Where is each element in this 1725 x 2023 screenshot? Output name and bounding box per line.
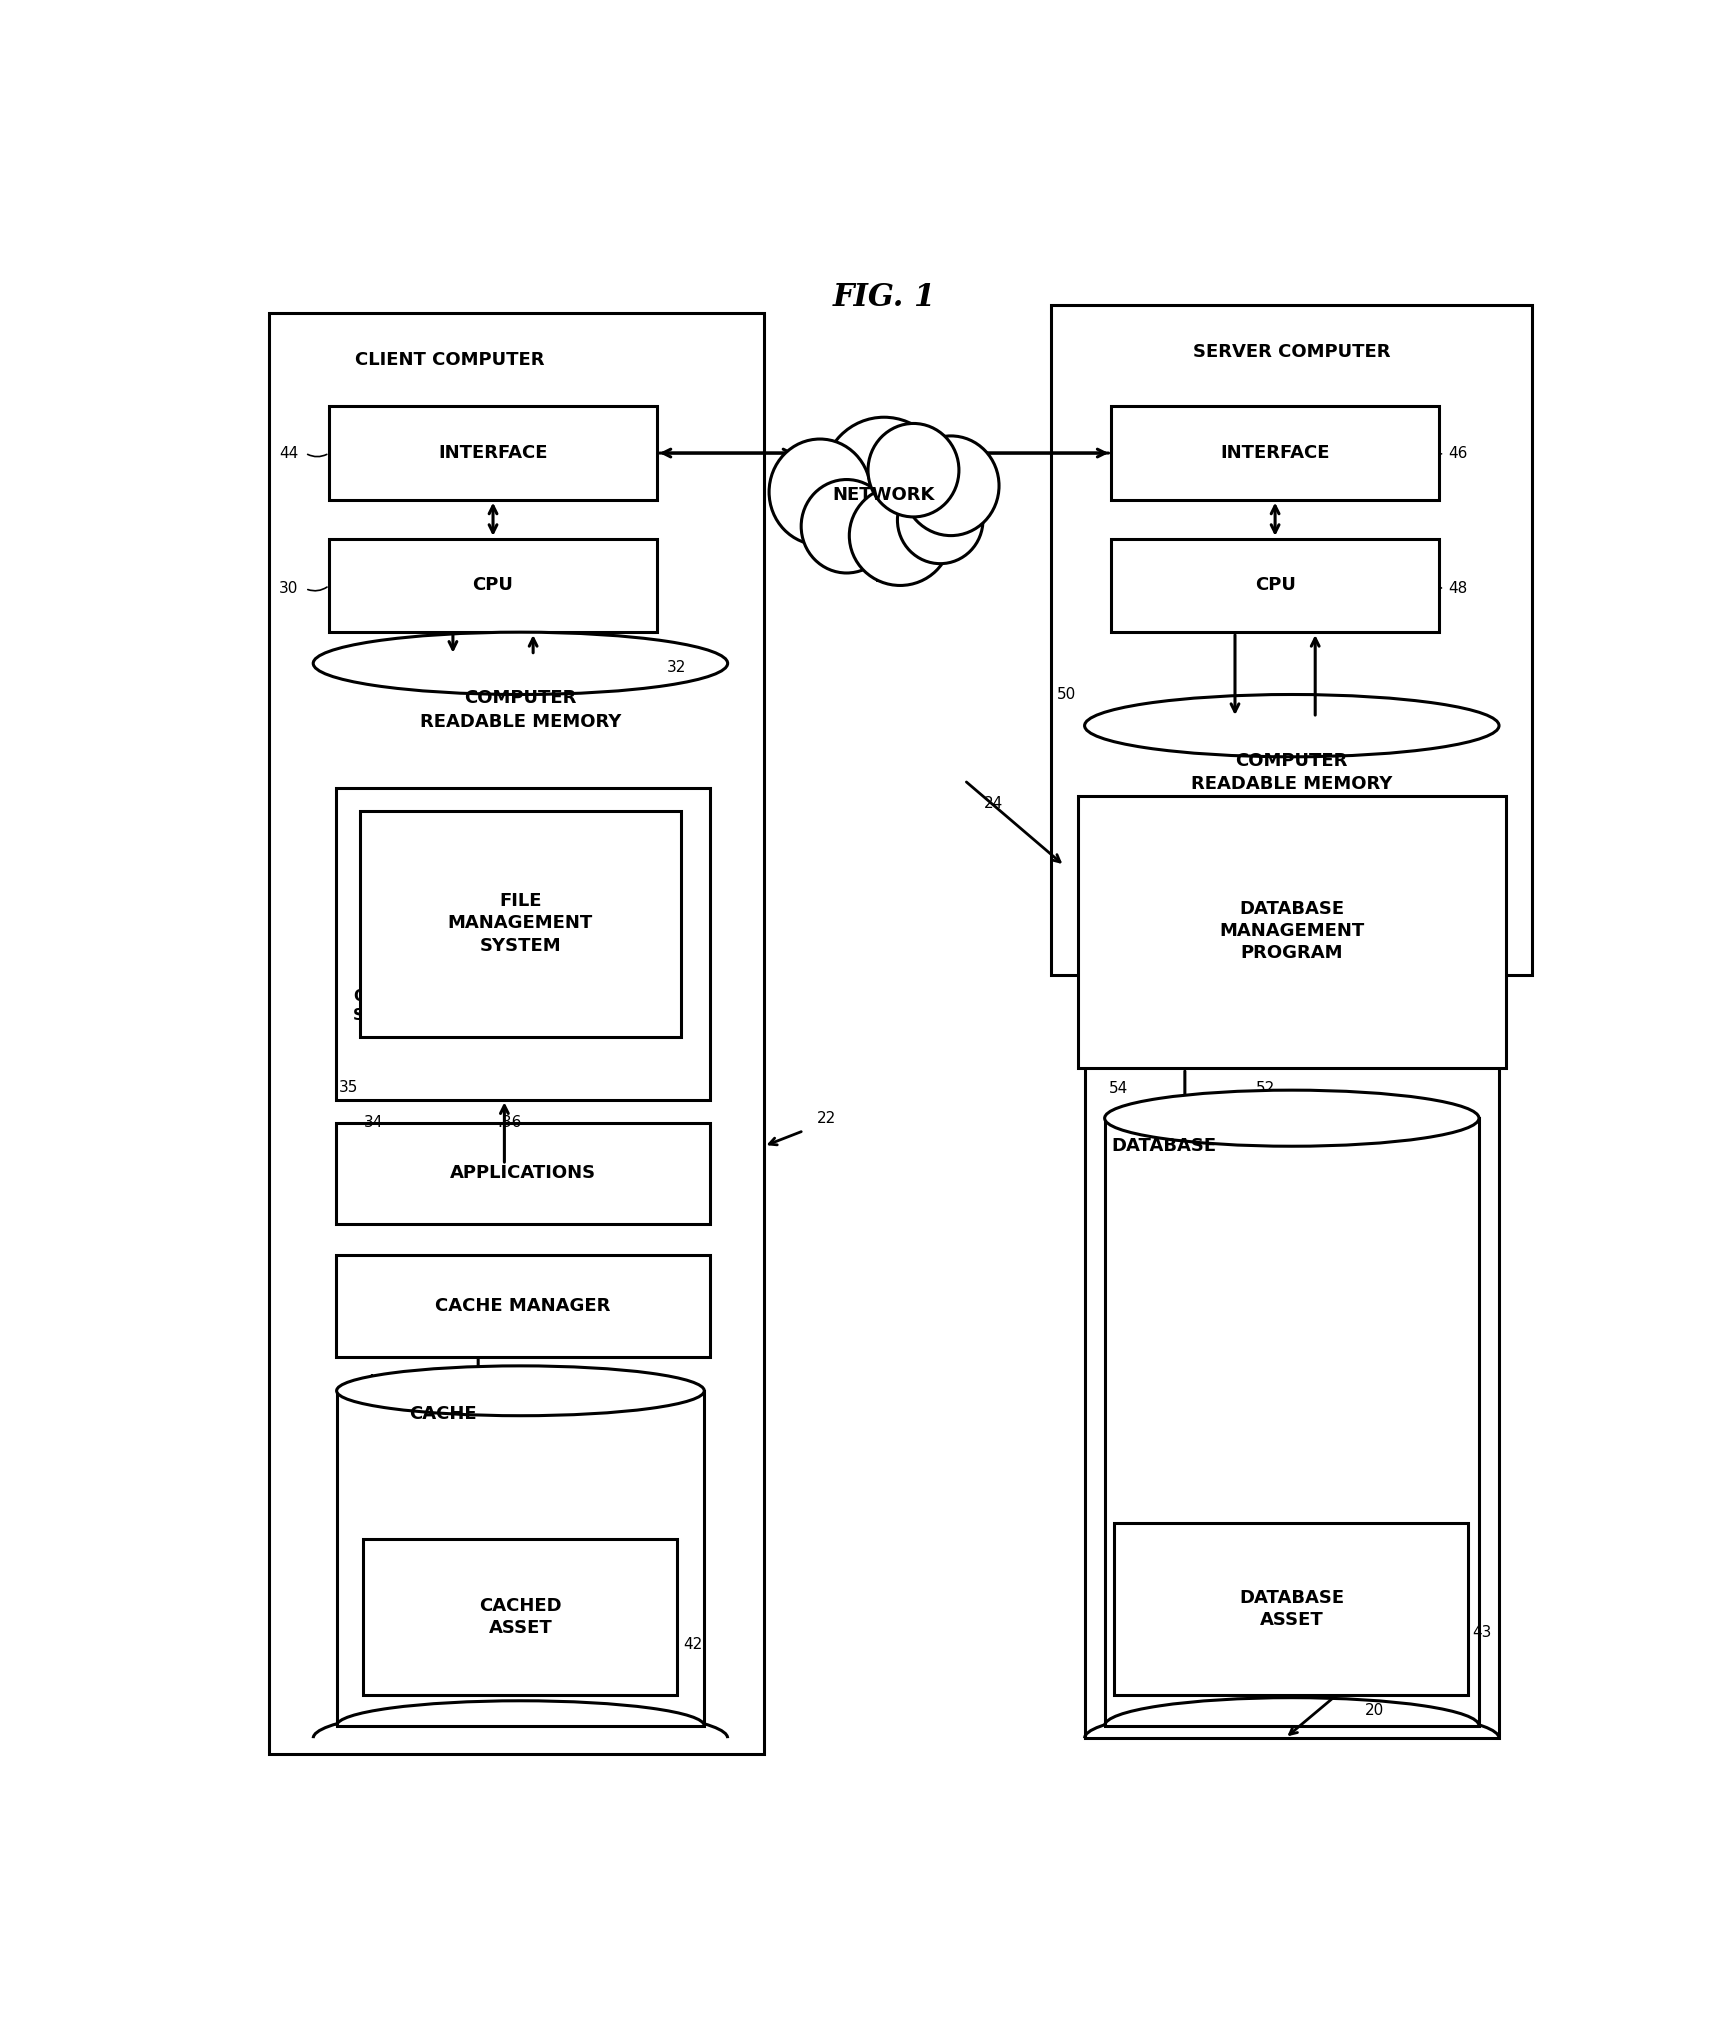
Text: COMPUTER
READABLE MEMORY: COMPUTER READABLE MEMORY [1192, 753, 1392, 793]
Ellipse shape [902, 435, 999, 536]
Bar [361, 811, 681, 1038]
Bar [1104, 1119, 1478, 1726]
Text: CACHED
ASSET: CACHED ASSET [480, 1596, 562, 1637]
Ellipse shape [769, 439, 871, 544]
Text: 26: 26 [875, 570, 894, 585]
Bar [1114, 1523, 1468, 1695]
Text: 35: 35 [338, 1080, 359, 1094]
Ellipse shape [823, 417, 945, 542]
Text: CACHE MANAGER: CACHE MANAGER [435, 1297, 611, 1315]
Text: 32: 32 [668, 659, 687, 676]
Text: INTERFACE: INTERFACE [1220, 445, 1330, 461]
Bar [362, 1540, 676, 1695]
Bar [1111, 538, 1439, 633]
Ellipse shape [800, 479, 892, 573]
Text: 22: 22 [818, 1111, 837, 1125]
Text: FIG. 1: FIG. 1 [833, 281, 935, 314]
Text: DATABASE
ASSET: DATABASE ASSET [1239, 1588, 1344, 1629]
Text: 30: 30 [279, 581, 298, 597]
Text: 34: 34 [364, 1115, 383, 1131]
Text: SERVER COMPUTER: SERVER COMPUTER [1194, 342, 1390, 360]
Text: 20: 20 [1366, 1703, 1385, 1718]
Bar [1051, 305, 1532, 975]
Bar [1111, 407, 1439, 500]
Text: CACHE: CACHE [409, 1406, 478, 1422]
Text: 44: 44 [279, 445, 298, 461]
Text: 48: 48 [1449, 581, 1468, 597]
Bar [269, 314, 764, 1754]
Ellipse shape [1104, 1090, 1478, 1147]
Bar [1078, 795, 1506, 1068]
Text: CPU: CPU [1254, 577, 1295, 595]
Ellipse shape [1085, 694, 1499, 757]
Text: CPU: CPU [473, 577, 514, 595]
Text: 43: 43 [1471, 1624, 1492, 1641]
Text: NETWORK: NETWORK [833, 486, 935, 504]
Text: .38: .38 [497, 1374, 523, 1388]
Bar [329, 407, 657, 500]
Text: COMPUTER
READABLE MEMORY: COMPUTER READABLE MEMORY [419, 690, 621, 730]
Text: 54: 54 [1109, 1080, 1128, 1096]
Text: 50: 50 [1056, 688, 1076, 702]
Bar [314, 664, 728, 1738]
Text: 24: 24 [985, 795, 1004, 811]
Ellipse shape [314, 633, 728, 694]
Bar [336, 1254, 711, 1357]
Bar [336, 1123, 711, 1224]
Text: 52: 52 [1256, 1080, 1275, 1096]
Bar [329, 538, 657, 633]
Text: 46: 46 [1449, 445, 1468, 461]
Bar [336, 789, 711, 1101]
Text: OPERATING
SYSTEM: OPERATING SYSTEM [354, 989, 452, 1024]
Ellipse shape [897, 477, 983, 564]
Text: CLIENT COMPUTER: CLIENT COMPUTER [355, 350, 545, 368]
Text: DATABASE
MANAGEMENT
PROGRAM: DATABASE MANAGEMENT PROGRAM [1220, 900, 1364, 963]
Ellipse shape [849, 486, 950, 585]
Ellipse shape [336, 1366, 704, 1416]
Bar [336, 1390, 704, 1726]
Bar [1085, 726, 1499, 1738]
Text: DATABASE: DATABASE [1111, 1137, 1216, 1155]
Text: .36: .36 [497, 1115, 523, 1131]
Text: APPLICATIONS: APPLICATIONS [450, 1165, 597, 1183]
Ellipse shape [868, 423, 959, 518]
Text: .40: .40 [361, 1374, 385, 1388]
Text: FILE
MANAGEMENT
SYSTEM: FILE MANAGEMENT SYSTEM [448, 892, 593, 955]
Text: INTERFACE: INTERFACE [438, 445, 549, 461]
Text: 42: 42 [683, 1637, 702, 1653]
